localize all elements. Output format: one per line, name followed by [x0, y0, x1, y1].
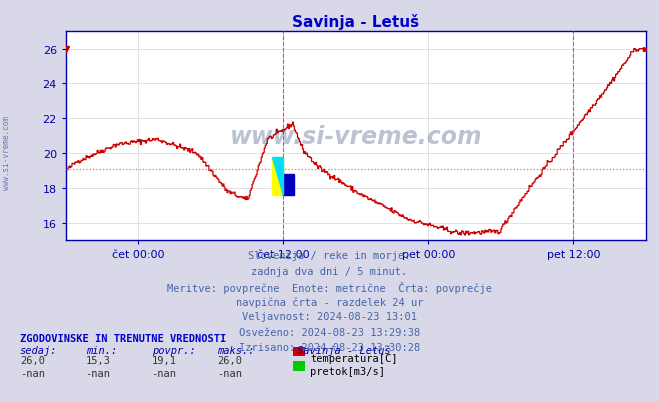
Text: -nan: -nan [20, 368, 45, 378]
Text: www.si-vreme.com: www.si-vreme.com [229, 124, 482, 148]
Text: Slovenija / reke in morje.: Slovenija / reke in morje. [248, 251, 411, 261]
Text: Meritve: povprečne  Enote: metrične  Črta: povprečje: Meritve: povprečne Enote: metrične Črta:… [167, 281, 492, 293]
Text: Veljavnost: 2024-08-23 13:01: Veljavnost: 2024-08-23 13:01 [242, 312, 417, 322]
Text: zadnja dva dni / 5 minut.: zadnja dva dni / 5 minut. [251, 266, 408, 276]
Text: -nan: -nan [86, 368, 111, 378]
Text: maks.:: maks.: [217, 345, 255, 355]
Text: povpr.:: povpr.: [152, 345, 195, 355]
Text: 15,3: 15,3 [86, 355, 111, 365]
Text: 26,0: 26,0 [217, 355, 243, 365]
Title: Savinja - Letuš: Savinja - Letuš [293, 14, 419, 30]
Bar [272, 157, 283, 195]
Text: -nan: -nan [217, 368, 243, 378]
Polygon shape [272, 157, 283, 195]
Text: Savinja - Letuš: Savinja - Letuš [297, 345, 390, 355]
Text: min.:: min.: [86, 345, 117, 355]
Bar [283, 174, 295, 195]
Text: ZGODOVINSKE IN TRENUTNE VREDNOSTI: ZGODOVINSKE IN TRENUTNE VREDNOSTI [20, 333, 226, 343]
Text: temperatura[C]: temperatura[C] [310, 353, 398, 363]
Text: -nan: -nan [152, 368, 177, 378]
Text: navpična črta - razdelek 24 ur: navpična črta - razdelek 24 ur [236, 296, 423, 307]
Text: 26,0: 26,0 [20, 355, 45, 365]
Text: Izrisano: 2024-08-23 13:30:28: Izrisano: 2024-08-23 13:30:28 [239, 342, 420, 352]
Text: www.si-vreme.com: www.si-vreme.com [2, 115, 11, 189]
Text: sedaj:: sedaj: [20, 345, 57, 355]
Text: pretok[m3/s]: pretok[m3/s] [310, 366, 386, 376]
Text: Osveženo: 2024-08-23 13:29:38: Osveženo: 2024-08-23 13:29:38 [239, 327, 420, 337]
Text: 19,1: 19,1 [152, 355, 177, 365]
